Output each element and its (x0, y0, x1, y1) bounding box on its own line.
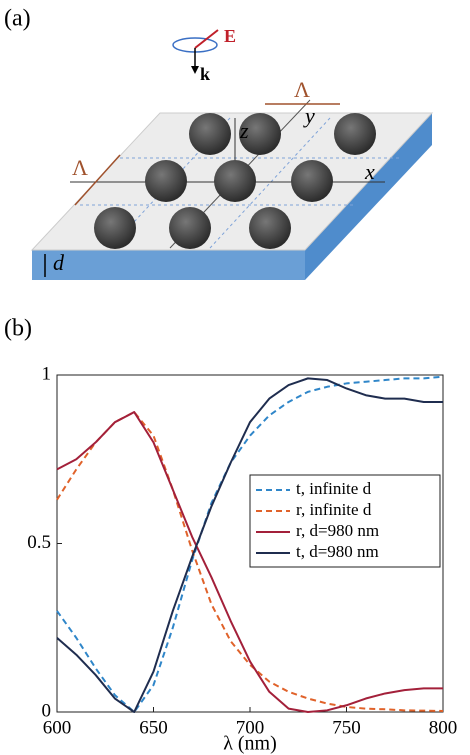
panel-label: (a) (4, 6, 31, 32)
y-tick-label: 1 (42, 363, 52, 384)
y-tick-label: 0.5 (27, 532, 51, 553)
k-label: k (200, 64, 210, 84)
field-label: E (224, 26, 236, 46)
series-line (56, 375, 444, 713)
k-arrowhead (191, 66, 199, 74)
thickness-label: d (53, 250, 65, 275)
spheres (94, 113, 376, 249)
plate-side (305, 113, 432, 280)
field-arrow (194, 29, 219, 49)
legend-label: t, d=980 nm (296, 542, 379, 561)
x-tick-label: 700 (236, 717, 265, 738)
series-line (56, 411, 443, 713)
axis-x-label: x (364, 159, 375, 184)
period-label: Λ (294, 77, 310, 102)
x-tick-label: 600 (43, 717, 72, 738)
lattice-lines (80, 117, 400, 249)
x-tick-label: 800 (429, 717, 458, 738)
plate-front (32, 250, 305, 280)
panel-label: (b) (4, 316, 32, 342)
x-tick-label: 650 (139, 717, 168, 738)
axis-y-label: y (303, 103, 315, 128)
x-tick-label: 750 (332, 717, 361, 738)
series-line (56, 377, 443, 713)
axis-z-label: z (239, 118, 249, 143)
period-arrows (74, 103, 340, 206)
period-label: Λ (72, 155, 88, 180)
y-tick-label: 0 (42, 700, 52, 721)
legend-label: r, infinite d (296, 500, 372, 519)
legend-label: t, infinite d (296, 479, 372, 498)
x-axis-label: λ (nm) (223, 733, 277, 755)
legend-label: r, d=980 nm (296, 521, 379, 540)
